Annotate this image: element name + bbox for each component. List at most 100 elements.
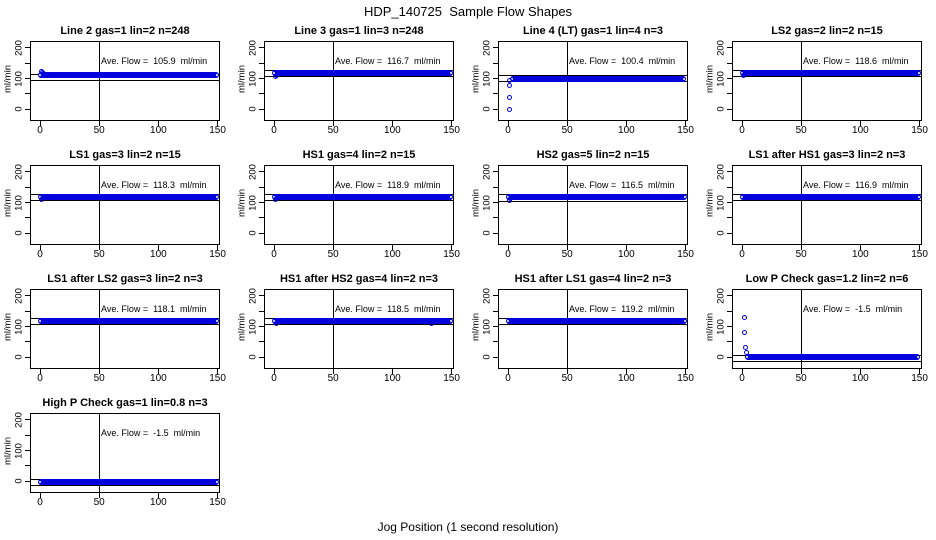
x-tick-label: 0 — [271, 249, 277, 260]
x-tick-label: 50 — [561, 249, 573, 260]
x-tick-mark — [98, 369, 100, 374]
ave-flow-text: Ave. Flow = 105.9 ml/min — [101, 56, 208, 66]
x-tick-mark — [741, 369, 743, 374]
data-point — [39, 196, 45, 202]
x-tick-mark — [39, 369, 41, 374]
y-tick-mark — [259, 341, 264, 343]
y-tick-label: 0 — [481, 106, 493, 112]
plot-area — [732, 41, 922, 121]
y-axis-title: ml/min — [470, 188, 482, 217]
y-tick-mark — [25, 47, 30, 49]
vline-50 — [99, 165, 101, 245]
plot-area — [30, 165, 220, 245]
ave-flow-text: Ave. Flow = 118.9 ml/min — [335, 180, 441, 190]
y-tick-label: 200 — [715, 163, 727, 180]
y-tick-label: 100 — [715, 194, 727, 211]
vline-50 — [333, 165, 335, 245]
x-tick-label: 0 — [739, 125, 745, 136]
y-tick-mark — [25, 326, 30, 328]
x-tick-label: 100 — [852, 373, 869, 384]
data-band — [271, 193, 453, 200]
subplot-title: LS2 gas=2 lin=2 n=15 — [771, 25, 883, 37]
x-tick-mark — [332, 121, 334, 126]
x-tick-mark — [39, 245, 41, 250]
x-tick-mark — [625, 245, 627, 250]
y-tick-label: 100 — [481, 318, 493, 335]
ave-flow-text: Ave. Flow = 118.5 ml/min — [335, 304, 441, 314]
subplot-title: HS2 gas=5 lin=2 n=15 — [536, 149, 650, 161]
y-tick-label: 0 — [481, 230, 493, 236]
subplot: Low P Check gas=1.2 lin=2 n=6 Ave. Flow … — [702, 268, 936, 392]
vline-50 — [99, 413, 101, 493]
y-tick-mark — [727, 341, 732, 343]
y-tick-mark — [727, 186, 732, 188]
y-tick-mark — [259, 186, 264, 188]
subplot-title: Line 2 gas=1 lin=2 n=248 — [60, 25, 190, 37]
ref-line — [733, 360, 921, 362]
y-tick-label: 200 — [13, 411, 25, 428]
y-tick-mark — [493, 93, 498, 95]
x-tick-mark — [859, 121, 861, 126]
y-tick-mark — [727, 295, 732, 297]
x-tick-mark — [741, 121, 743, 126]
y-tick-label: 100 — [481, 70, 493, 87]
x-tick-mark — [273, 245, 275, 250]
y-tick-mark — [727, 108, 732, 110]
y-tick-label: 0 — [715, 230, 727, 236]
y-tick-mark — [25, 295, 30, 297]
x-tick-mark — [800, 121, 802, 126]
x-tick-label: 50 — [327, 373, 339, 384]
y-tick-label: 0 — [481, 354, 493, 360]
vline-50 — [99, 289, 101, 369]
x-tick-label: 0 — [739, 373, 745, 384]
subplot: LS2 gas=2 lin=2 n=15 Ave. Flow = 118.6 m… — [702, 20, 936, 144]
y-axis-title: ml/min — [236, 188, 248, 217]
y-axis-title: ml/min — [2, 64, 14, 93]
y-tick-mark — [25, 465, 30, 467]
x-tick-mark — [859, 369, 861, 374]
y-tick-mark — [493, 356, 498, 358]
x-tick-label: 150 — [677, 125, 694, 136]
ref-line — [733, 75, 921, 77]
y-tick-mark — [727, 217, 732, 219]
data-band — [271, 70, 453, 76]
x-tick-mark — [919, 369, 921, 374]
y-tick-label: 100 — [715, 318, 727, 335]
y-tick-mark — [727, 93, 732, 95]
y-tick-label: 200 — [715, 39, 727, 56]
y-tick-mark — [259, 78, 264, 80]
x-tick-mark — [566, 369, 568, 374]
y-tick-mark — [259, 202, 264, 204]
y-tick-label: 100 — [13, 70, 25, 87]
x-tick-mark — [685, 121, 687, 126]
x-tick-mark — [217, 369, 219, 374]
x-tick-label: 0 — [37, 373, 43, 384]
y-tick-label: 200 — [481, 163, 493, 180]
x-tick-mark — [217, 121, 219, 126]
y-tick-label: 0 — [247, 106, 259, 112]
data-point — [428, 321, 434, 327]
subplot: Line 2 gas=1 lin=2 n=248 Ave. Flow = 105… — [0, 20, 234, 144]
x-tick-mark — [741, 245, 743, 250]
x-tick-label: 150 — [443, 249, 460, 260]
data-band — [510, 76, 687, 83]
subplot-title: LS1 gas=3 lin=2 n=15 — [69, 149, 181, 161]
x-tick-label: 100 — [150, 125, 167, 136]
ref-line — [499, 323, 687, 325]
x-tick-label: 100 — [150, 373, 167, 384]
x-tick-label: 50 — [795, 373, 807, 384]
y-tick-label: 100 — [247, 194, 259, 211]
vline-50 — [567, 165, 569, 245]
x-tick-mark — [451, 121, 453, 126]
vline-50 — [801, 165, 803, 245]
vline-50 — [801, 41, 803, 121]
plot-area — [498, 289, 688, 369]
x-tick-mark — [800, 369, 802, 374]
ave-flow-text: Ave. Flow = 116.9 ml/min — [803, 180, 909, 190]
subplot-title: Low P Check gas=1.2 lin=2 n=6 — [745, 273, 909, 285]
y-tick-mark — [25, 310, 30, 312]
x-tick-mark — [157, 121, 159, 126]
data-point — [273, 196, 279, 202]
data-point — [741, 330, 747, 336]
data-point — [273, 72, 279, 78]
